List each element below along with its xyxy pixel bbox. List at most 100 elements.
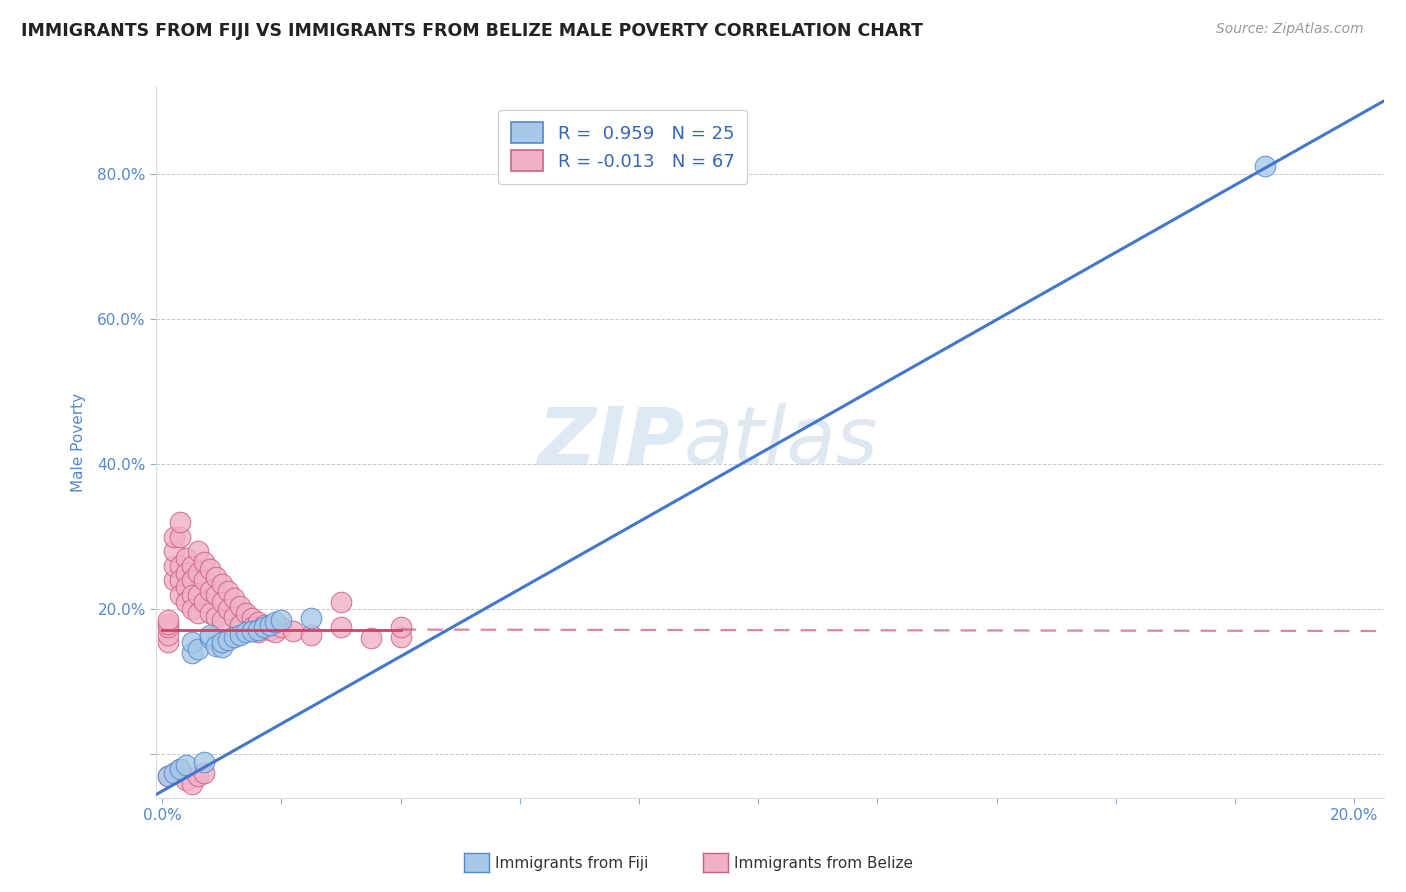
Legend: R =  0.959   N = 25, R = -0.013   N = 67: R = 0.959 N = 25, R = -0.013 N = 67 [498, 110, 747, 184]
Point [222, 591, 245, 606]
Text: IMMIGRANTS FROM FIJI VS IMMIGRANTS FROM BELIZE MALE POVERTY CORRELATION CHART: IMMIGRANTS FROM FIJI VS IMMIGRANTS FROM … [21, 22, 924, 40]
Point [181, 573, 204, 587]
Point [193, 555, 215, 569]
Point [252, 620, 274, 634]
Point [240, 611, 263, 625]
Point [181, 602, 204, 616]
Text: Immigrants from Belize: Immigrants from Belize [734, 856, 912, 871]
Point [157, 620, 180, 634]
Point [240, 620, 263, 634]
Point [270, 620, 292, 634]
Point [181, 588, 204, 602]
Point [163, 558, 186, 573]
Point [157, 613, 180, 627]
Point [187, 588, 209, 602]
Point [205, 609, 228, 624]
Point [187, 606, 209, 620]
Point [259, 623, 281, 637]
Point [174, 566, 197, 580]
Point [211, 640, 233, 654]
Point [264, 615, 287, 630]
Point [193, 765, 215, 780]
Point [198, 632, 221, 646]
Text: atlas: atlas [685, 403, 879, 481]
Point [299, 628, 322, 642]
Point [157, 769, 180, 783]
Point [169, 515, 191, 529]
Point [246, 625, 269, 640]
Point [163, 530, 186, 544]
Point [181, 646, 204, 660]
Point [174, 551, 197, 566]
Point [252, 618, 274, 632]
Point [163, 765, 186, 780]
Point [198, 628, 221, 642]
Point [198, 606, 221, 620]
Point [259, 618, 281, 632]
Point [222, 630, 245, 644]
Point [174, 772, 197, 787]
Point [193, 755, 215, 769]
Point [193, 573, 215, 587]
Point [169, 762, 191, 776]
Text: Immigrants from Fiji: Immigrants from Fiji [495, 856, 648, 871]
Point [211, 595, 233, 609]
Point [235, 625, 257, 640]
Point [264, 625, 287, 640]
Point [187, 566, 209, 580]
Point [228, 628, 250, 642]
Point [169, 573, 191, 587]
Point [174, 581, 197, 595]
Point [222, 609, 245, 624]
Point [169, 762, 191, 776]
Point [169, 530, 191, 544]
Point [198, 562, 221, 576]
Point [246, 623, 269, 637]
Point [157, 769, 180, 783]
Point [330, 595, 353, 609]
Point [360, 632, 382, 646]
Point [283, 624, 305, 638]
Point [187, 642, 209, 657]
Point [174, 595, 197, 609]
Point [246, 615, 269, 630]
Point [211, 577, 233, 591]
Point [217, 602, 239, 616]
Point [217, 584, 239, 599]
Point [389, 630, 412, 644]
Point [270, 613, 292, 627]
Point [169, 588, 191, 602]
Point [235, 606, 257, 620]
Point [330, 620, 353, 634]
Point [163, 765, 186, 780]
Point [389, 620, 412, 634]
Point [187, 544, 209, 558]
Point [205, 639, 228, 653]
Point [163, 573, 186, 587]
Point [174, 758, 197, 772]
Point [181, 558, 204, 573]
Point [198, 584, 221, 599]
Point [240, 624, 263, 638]
Point [181, 776, 204, 790]
Point [217, 632, 239, 647]
Point [228, 599, 250, 613]
Point [157, 628, 180, 642]
Text: Source: ZipAtlas.com: Source: ZipAtlas.com [1216, 22, 1364, 37]
Point [169, 558, 191, 573]
Point [228, 618, 250, 632]
Point [205, 588, 228, 602]
Text: ZIP: ZIP [537, 403, 685, 481]
Y-axis label: Male Poverty: Male Poverty [72, 392, 86, 491]
Point [181, 635, 204, 649]
Point [157, 635, 180, 649]
Point [157, 616, 180, 631]
Point [1254, 159, 1277, 173]
Point [211, 613, 233, 627]
Point [211, 635, 233, 649]
Point [299, 611, 322, 625]
Point [193, 595, 215, 609]
Point [187, 769, 209, 783]
Point [205, 569, 228, 583]
Point [163, 544, 186, 558]
